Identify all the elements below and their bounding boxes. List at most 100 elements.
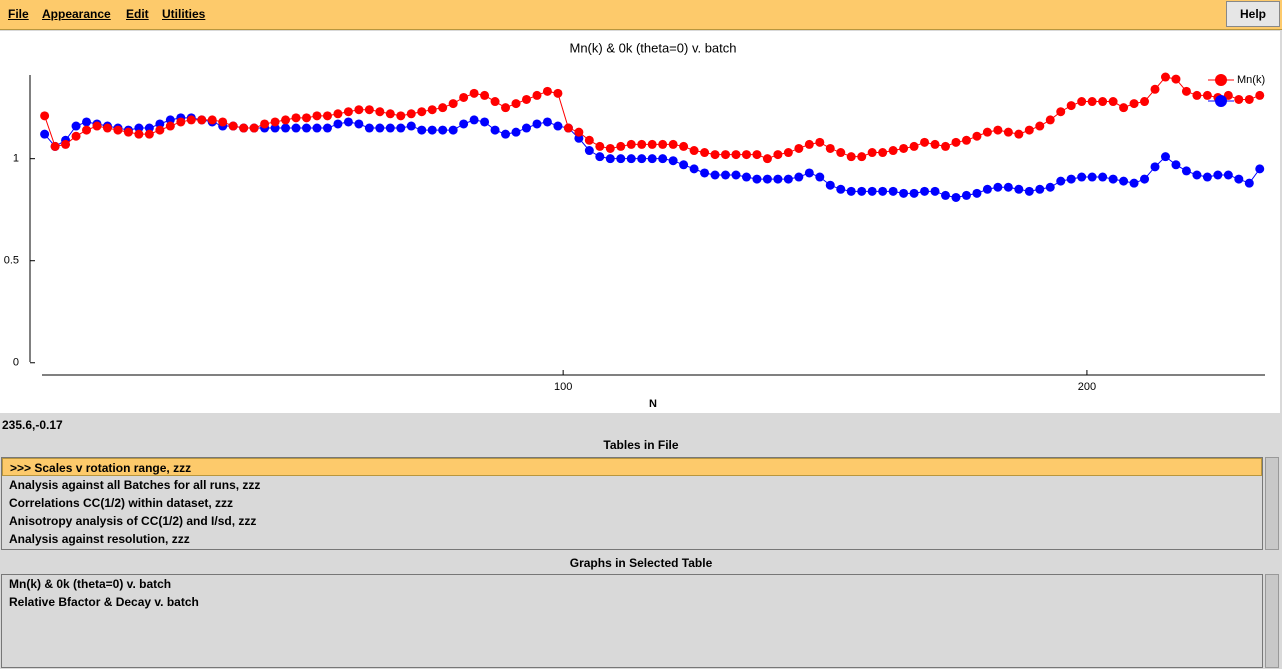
point [1160, 72, 1170, 82]
list-item[interactable]: Relative Bfactor & Decay v. batch [9, 595, 199, 609]
point [521, 94, 531, 104]
point [469, 115, 479, 125]
list-item[interactable]: Analysis against resolution, zzz [9, 532, 190, 546]
point [186, 115, 196, 125]
point [1244, 178, 1254, 188]
status: 235.6,-0.17 [2, 418, 63, 432]
point [207, 115, 217, 125]
point [595, 152, 605, 162]
point [1234, 94, 1244, 104]
list-item[interactable]: Correlations CC(1/2) within dataset, zzz [9, 496, 234, 510]
legend-label: Mn(k) [1237, 74, 1265, 86]
point [375, 107, 385, 117]
point [511, 127, 521, 137]
point [961, 190, 971, 200]
point [689, 146, 699, 156]
point [375, 123, 385, 133]
point [417, 107, 427, 117]
point [532, 90, 542, 100]
point [752, 174, 762, 184]
point [993, 182, 1003, 192]
x-axis-label: N [649, 398, 657, 410]
point [1213, 170, 1223, 180]
point [71, 121, 81, 131]
menu-edit[interactable]: Edit [126, 7, 149, 21]
point [1087, 172, 1097, 182]
list-item[interactable]: >>> Scales v rotation range, zzz [2, 458, 1262, 476]
tables-header: Tables in File [603, 438, 679, 452]
point [1129, 99, 1139, 109]
point [291, 113, 301, 123]
point [1244, 94, 1254, 104]
point [794, 143, 804, 153]
scrollbar[interactable] [1265, 574, 1279, 668]
point [1181, 86, 1191, 96]
point [951, 192, 961, 202]
point [783, 148, 793, 158]
point [846, 186, 856, 196]
point [741, 172, 751, 182]
point [1202, 90, 1212, 100]
point [354, 105, 364, 115]
point [982, 184, 992, 194]
point [951, 137, 961, 147]
point [574, 127, 584, 137]
menu-utilities[interactable]: Utilities [162, 7, 206, 21]
point [155, 125, 165, 135]
point [1150, 84, 1160, 94]
chart: Mn(k) & 0k (theta=0) v. batch N 0 0.5 1 100… [0, 31, 1280, 413]
point [899, 143, 909, 153]
point [343, 107, 353, 117]
list-item[interactable]: Analysis against all Batches for all run… [9, 478, 261, 492]
point [1223, 90, 1233, 100]
legend-marker [1215, 95, 1227, 107]
legend-marker [1215, 74, 1227, 86]
point [322, 123, 332, 133]
point [354, 119, 364, 129]
point [605, 154, 615, 164]
point [1140, 97, 1150, 107]
point [1129, 178, 1139, 188]
point [1192, 170, 1202, 180]
point [941, 141, 951, 151]
point [134, 129, 144, 139]
point [82, 125, 92, 135]
point [878, 186, 888, 196]
point [752, 150, 762, 160]
point [165, 121, 175, 131]
point [920, 186, 930, 196]
point [783, 174, 793, 184]
point [1181, 166, 1191, 176]
point [1119, 176, 1129, 186]
menu-appearance[interactable]: Appearance [42, 7, 111, 21]
point [647, 139, 657, 149]
point [427, 105, 437, 115]
point [1098, 172, 1108, 182]
point [836, 148, 846, 158]
point [260, 119, 270, 129]
scrollbar[interactable] [1265, 457, 1279, 550]
menu-file[interactable]: File [8, 7, 29, 21]
point [731, 170, 741, 180]
point [815, 172, 825, 182]
point [1171, 74, 1181, 84]
point [406, 121, 416, 131]
point [616, 154, 626, 164]
point [888, 146, 898, 156]
point [1035, 184, 1045, 194]
point [1202, 172, 1212, 182]
list-item[interactable]: Anisotropy analysis of CC(1/2) and I/sd,… [9, 514, 257, 528]
help-button[interactable]: Help [1226, 1, 1280, 27]
point [333, 119, 343, 129]
point [794, 172, 804, 182]
point [501, 103, 511, 113]
point [417, 125, 427, 135]
point [521, 123, 531, 133]
point [616, 141, 626, 151]
point [1255, 164, 1265, 174]
point [930, 186, 940, 196]
y-tick-label: 0 [13, 357, 19, 369]
point [741, 150, 751, 160]
list-item[interactable]: Mn(k) & 0k (theta=0) v. batch [9, 577, 172, 591]
point [710, 170, 720, 180]
